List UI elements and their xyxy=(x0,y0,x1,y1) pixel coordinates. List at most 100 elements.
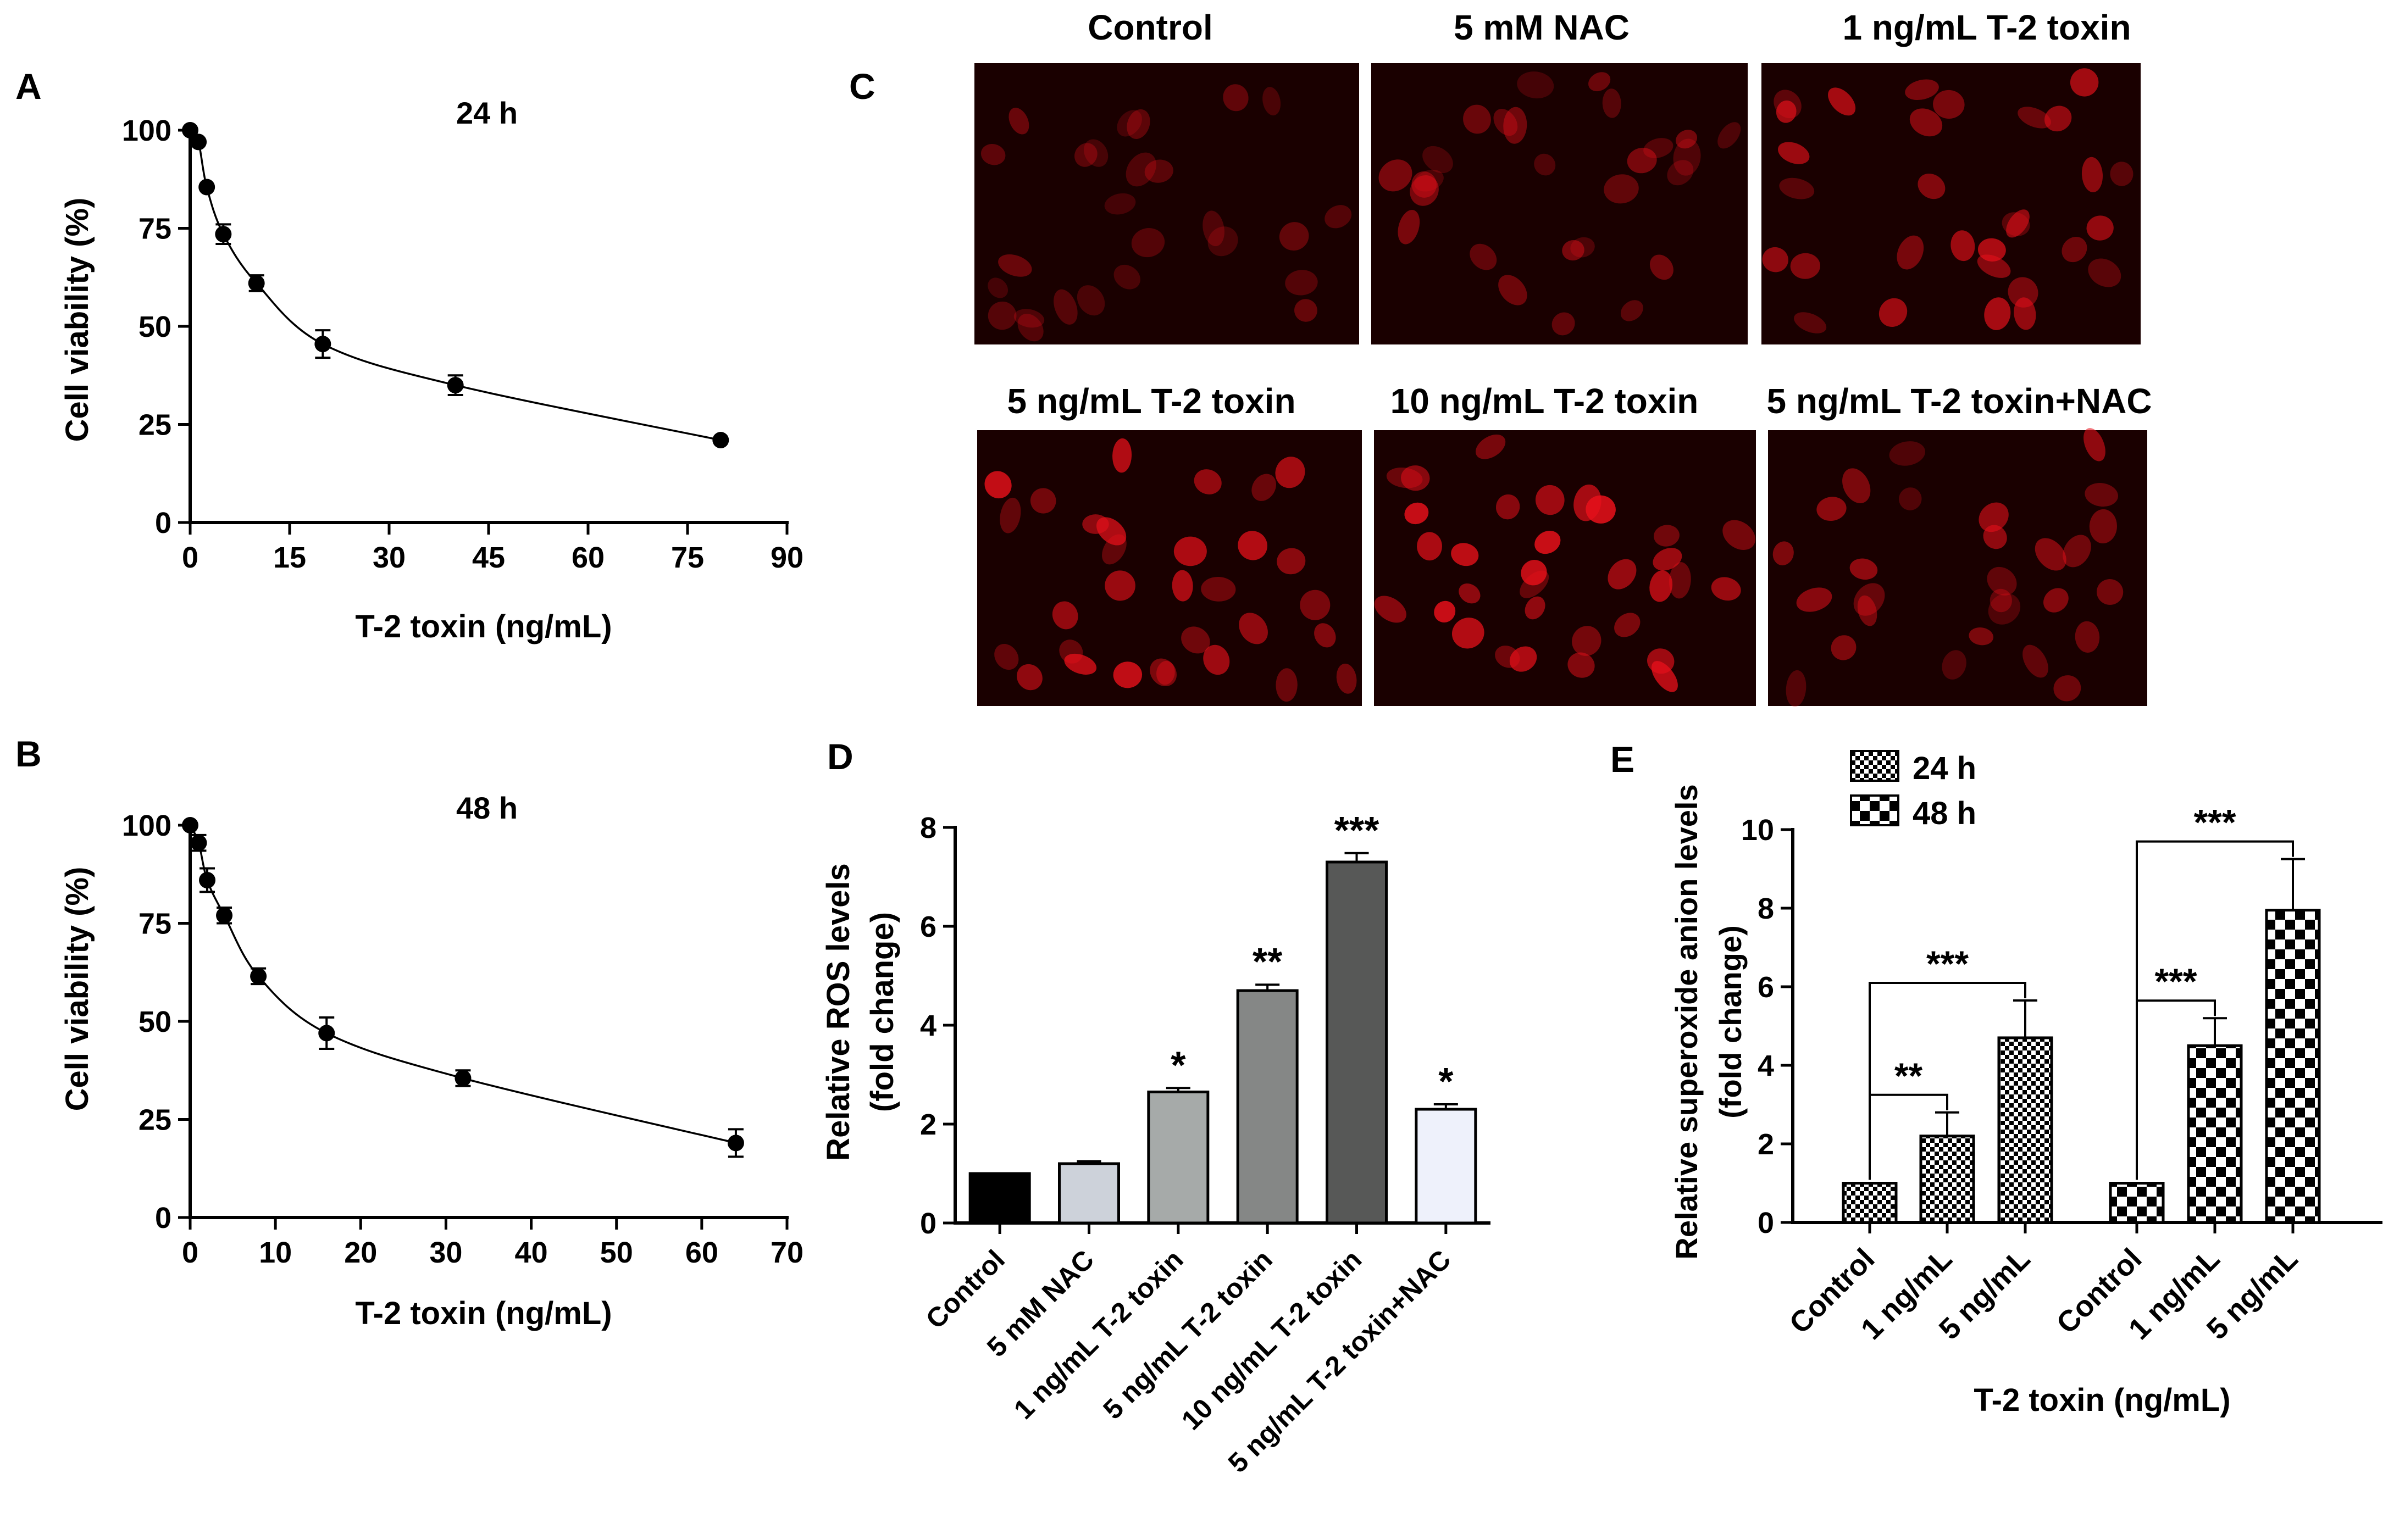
cell-nucleus xyxy=(1567,652,1595,678)
cell-nucleus xyxy=(1649,570,1673,602)
cell-nucleus xyxy=(1201,576,1236,602)
cell-nucleus xyxy=(1627,147,1657,174)
cell-nucleus xyxy=(1849,558,1878,580)
chart-a-series-line xyxy=(189,129,721,441)
panel-letter-c: C xyxy=(849,66,875,107)
cell-nucleus xyxy=(1104,193,1136,215)
image-label-toxin-5-nac: 5 ng/mL T-2 toxin+NAC xyxy=(1766,381,2152,421)
cell-nucleus xyxy=(1411,171,1437,198)
chart-e-bar xyxy=(2187,1044,2243,1224)
cell-nucleus xyxy=(1520,570,1549,598)
chart-d-ylabel-line2: (fold change) xyxy=(865,912,900,1112)
chart-e-error-bar xyxy=(2281,858,2305,910)
cell-nucleus xyxy=(1096,517,1127,546)
image-background xyxy=(1761,63,2141,344)
chart-d-ytick-label: 4 xyxy=(920,1009,936,1042)
chart-b-ytick-label: 0 xyxy=(155,1202,171,1235)
cell-nucleus xyxy=(1378,159,1412,192)
cell-nucleus xyxy=(1238,531,1267,560)
chart-d-xtick-label: 5 ng/mL T-2 toxin xyxy=(1097,1244,1278,1425)
cell-nucleus xyxy=(1181,626,1210,654)
chart-a-data-point xyxy=(447,377,464,394)
chart-e-ytick-label: 6 xyxy=(1758,971,1774,1004)
chart-a-ytick-label: 25 xyxy=(138,409,171,442)
chart-b-data-point xyxy=(216,907,233,924)
chart-d-ylabel-line1: Relative ROS levels xyxy=(821,863,856,1161)
cell-nucleus xyxy=(2044,105,2072,132)
chart-a-data-point xyxy=(215,226,232,243)
cell-nucleus xyxy=(1933,90,1965,119)
cell-nucleus xyxy=(1649,254,1673,280)
chart-a-data-point xyxy=(248,275,265,292)
chart-e-comparison-label: ** xyxy=(1894,1055,1923,1096)
chart-b-xtick-label: 60 xyxy=(685,1236,718,1269)
cell-nucleus xyxy=(1276,668,1298,702)
cell-nucleus xyxy=(1239,613,1268,644)
cell-nucleus xyxy=(1667,160,1694,186)
chart-b-ytick-label: 100 xyxy=(122,809,171,842)
chart-a-data-point xyxy=(190,134,207,151)
fluorescence-image xyxy=(1371,63,1748,344)
chart-a-xtick-label: 90 xyxy=(771,541,803,574)
cell-nucleus xyxy=(1013,309,1045,328)
chart-d-significance: * xyxy=(1171,1043,1186,1086)
cell-nucleus xyxy=(1131,228,1165,258)
cell-nucleus xyxy=(994,644,1019,670)
cell-nucleus xyxy=(2063,535,2091,568)
cell-nucleus xyxy=(1112,438,1132,473)
cell-nucleus xyxy=(1794,312,1827,333)
fluorescence-panel: Control 5 mM NAC 1 ng/mL T-2 toxin 5 ng/… xyxy=(974,8,2152,707)
chart-b-xtick-label: 70 xyxy=(771,1236,803,1269)
cell-nucleus xyxy=(1990,588,2013,613)
cell-nucleus xyxy=(1150,658,1177,687)
chart-b-xtick-label: 0 xyxy=(182,1236,198,1269)
chart-a-ytick-label: 100 xyxy=(122,114,171,147)
chart-b-data-point xyxy=(318,1025,335,1042)
cell-nucleus xyxy=(984,471,1012,499)
cell-nucleus xyxy=(1909,108,1943,137)
cell-nucleus xyxy=(1374,596,1406,623)
cell-nucleus xyxy=(1977,238,2006,262)
chart-e-ytick-label: 10 xyxy=(1741,814,1774,847)
chart-b-title: 48 h xyxy=(456,791,518,825)
cell-nucleus xyxy=(1498,275,1527,305)
fluorescence-image xyxy=(1374,430,1756,706)
cell-nucleus xyxy=(1816,497,1847,521)
cell-nucleus xyxy=(1074,143,1098,167)
chart-a-xtick-label: 75 xyxy=(671,541,704,574)
image-label-toxin-5: 5 ng/mL T-2 toxin xyxy=(1007,381,1295,421)
cell-nucleus xyxy=(1401,465,1430,491)
cell-nucleus xyxy=(1016,664,1043,691)
cell-nucleus xyxy=(1194,469,1222,494)
panel-letter-e: E xyxy=(1610,739,1634,780)
image-label-toxin-1: 1 ng/mL T-2 toxin xyxy=(1842,8,2131,47)
chart-d-ytick-label: 6 xyxy=(920,910,936,943)
cell-nucleus xyxy=(1969,627,1994,646)
chart-e-ylabel-line1: Relative superoxide anion levels xyxy=(1669,784,1704,1259)
chart-d-bar xyxy=(1326,860,1388,1225)
chart-d-error-bar xyxy=(1255,983,1280,991)
chart-e-bar xyxy=(1842,1182,1898,1224)
cell-nucleus xyxy=(1669,562,1691,599)
cell-nucleus xyxy=(1251,474,1276,501)
cell-nucleus xyxy=(1722,520,1755,551)
cell-nucleus xyxy=(1828,87,1856,116)
cell-nucleus xyxy=(2083,428,2105,462)
cell-nucleus xyxy=(1717,122,1741,149)
cell-nucleus xyxy=(1573,484,1602,521)
cell-nucleus xyxy=(1942,650,1966,680)
cell-nucleus xyxy=(1126,152,1156,187)
cell-nucleus xyxy=(1772,541,1794,565)
cell-nucleus xyxy=(1551,312,1575,336)
cell-nucleus xyxy=(2075,621,2100,653)
cell-nucleus xyxy=(1899,487,1922,510)
chart-d-ytick-label: 0 xyxy=(920,1207,936,1240)
cell-nucleus xyxy=(2002,212,2030,236)
cell-nucleus xyxy=(1762,247,1788,273)
chart-d-xtick-label: Control xyxy=(920,1244,1011,1335)
cell-nucleus xyxy=(1853,583,1885,616)
cell-nucleus xyxy=(1918,173,1946,199)
chart-d-bar xyxy=(1415,1108,1477,1225)
chart-b-data-point xyxy=(199,871,216,888)
cell-nucleus xyxy=(1790,253,1820,279)
